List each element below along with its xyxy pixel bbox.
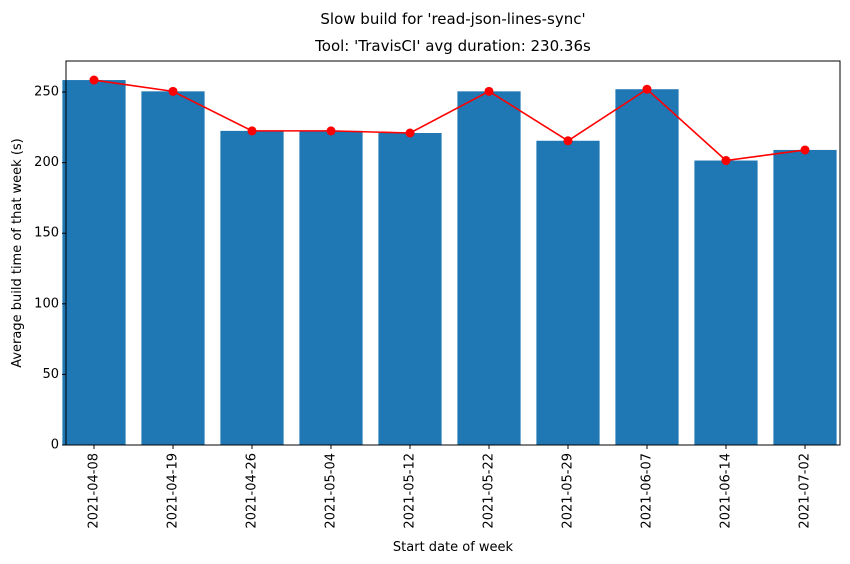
point-2021-04-26: [247, 126, 257, 136]
y-tick-label: 200: [34, 155, 59, 170]
x-tick-label: 2021-04-08: [87, 453, 102, 529]
y-axis-label: Average build time of that week (s): [10, 138, 25, 368]
bar-2021-06-07: [615, 89, 679, 445]
bar-2021-04-19: [141, 91, 205, 446]
bar-2021-04-08: [62, 80, 126, 445]
y-tick-label: 250: [34, 85, 59, 100]
x-tick-label: 2021-05-04: [324, 453, 339, 529]
x-axis: 2021-04-08 2021-04-19 2021-04-26 2021-05-04…: [87, 445, 813, 529]
bars-layer: [62, 80, 837, 446]
point-2021-05-29: [563, 136, 573, 146]
bar-2021-07-02: [773, 149, 837, 446]
x-tick-label: 2021-05-22: [482, 453, 497, 529]
line-layer: [89, 75, 810, 166]
plot-frame: [65, 60, 841, 446]
x-tick-label: 2021-06-14: [719, 453, 734, 529]
y-tick-label: 100: [34, 296, 59, 311]
y-tick-label: 50: [42, 367, 59, 382]
point-2021-05-12: [405, 128, 415, 138]
point-2021-06-14: [721, 156, 731, 166]
x-tick-label: 2021-07-02: [798, 453, 813, 529]
point-2021-04-19: [168, 86, 178, 96]
point-2021-07-02: [800, 145, 810, 155]
bar-2021-05-12: [378, 133, 442, 445]
x-tick-label: 2021-04-19: [166, 453, 181, 529]
bar-2021-05-04: [299, 130, 363, 445]
x-tick-label: 2021-04-26: [245, 453, 260, 529]
point-2021-06-07: [642, 84, 652, 94]
trend-line: [93, 79, 806, 162]
x-axis-label: Start date of week: [393, 540, 514, 555]
point-2021-04-08: [89, 75, 99, 85]
x-tick-label: 2021-06-07: [640, 453, 655, 529]
bar-2021-05-29: [536, 140, 600, 445]
x-tick-label: 2021-05-12: [403, 453, 418, 529]
point-2021-05-22: [484, 86, 494, 96]
y-axis: 0 50 100 150 200 250: [34, 85, 66, 453]
figure-suptitle: Slow build for 'read-json-lines-sync': [320, 10, 585, 28]
bar-2021-05-22: [457, 91, 521, 446]
x-tick-label: 2021-05-29: [561, 453, 576, 529]
bar-2021-04-26: [220, 130, 284, 445]
y-tick-label: 0: [51, 438, 59, 453]
chart-title: Tool: 'TravisCI' avg duration: 230.36s: [314, 37, 591, 55]
y-tick-label: 150: [34, 226, 59, 241]
bar-2021-06-14: [694, 160, 758, 445]
point-2021-05-04: [326, 126, 336, 136]
